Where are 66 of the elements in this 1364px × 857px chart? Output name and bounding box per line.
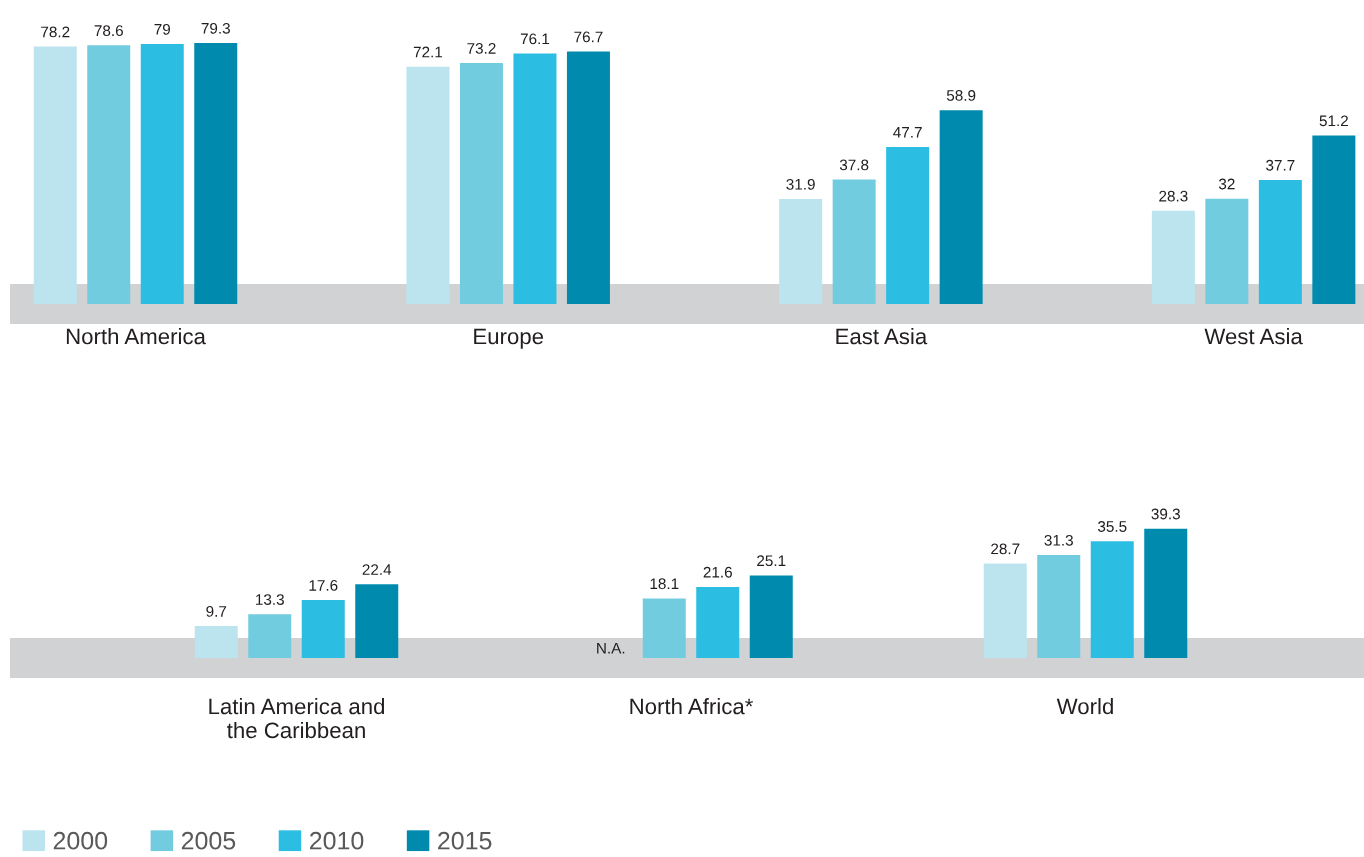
data-label: 78.2	[41, 26, 70, 38]
bar	[642, 598, 686, 658]
legend-label: 2005	[181, 831, 236, 850]
data-label: 73.2	[467, 42, 496, 54]
bar	[832, 179, 876, 304]
data-label: 35.5	[1097, 521, 1127, 532]
data-label: 32	[1218, 178, 1235, 190]
data-label: 28.3	[1159, 190, 1188, 202]
bar	[1312, 135, 1356, 304]
data-label: 78.6	[94, 25, 123, 37]
data-label: 51.2	[1319, 115, 1348, 127]
bar	[696, 586, 740, 658]
data-label: 72.1	[413, 46, 443, 58]
bar	[749, 575, 793, 658]
bar	[301, 600, 345, 658]
data-label: 39.3	[1151, 508, 1180, 520]
data-label: 25.1	[757, 555, 786, 567]
bar	[194, 626, 238, 658]
data-label: 22.4	[362, 564, 392, 575]
data-label: 18.1	[650, 578, 679, 590]
data-label: 31.3	[1044, 534, 1073, 546]
text: N.A.	[597, 642, 625, 654]
x-tick-label: West Asia	[1204, 328, 1303, 345]
data-label: 47.7	[893, 127, 922, 138]
bar	[355, 584, 399, 658]
bar	[1205, 198, 1249, 304]
data-label: 9.7	[206, 605, 227, 617]
data-label: 76.1	[520, 33, 550, 45]
bar	[566, 51, 610, 304]
data-label: 13.3	[256, 594, 284, 605]
legend-label: 2015	[438, 831, 492, 850]
bar	[983, 563, 1027, 658]
bar	[87, 45, 131, 304]
bar	[459, 63, 503, 304]
x-tick-label: North America	[66, 328, 206, 345]
bar	[939, 110, 983, 304]
bar	[33, 46, 77, 304]
data-label: 79	[154, 23, 171, 35]
x-tick-label: East Asia	[836, 328, 928, 345]
data-label: 37.7	[1266, 159, 1295, 171]
bar	[140, 43, 184, 304]
bar	[194, 43, 238, 304]
bar	[406, 66, 450, 304]
data-label: 79.3	[201, 22, 230, 34]
x-tick-label: Europe	[474, 328, 544, 349]
bar	[886, 147, 930, 304]
bar	[513, 53, 557, 304]
data-label: 21.6	[703, 566, 732, 578]
bar	[1144, 528, 1188, 658]
x-tick-label: Latin America and the Caribbean	[209, 698, 385, 739]
bar	[248, 614, 292, 658]
bar	[1151, 210, 1195, 304]
data-label: 37.8	[839, 159, 869, 171]
data-label: 58.9	[946, 90, 976, 101]
bar	[1258, 179, 1302, 304]
legend-label: 2010	[309, 831, 364, 850]
x-tick-label: World	[1056, 698, 1113, 715]
data-label: 28.7	[991, 543, 1020, 555]
bar	[779, 199, 823, 304]
bar	[1090, 541, 1134, 658]
data-label: 76.7	[574, 31, 603, 43]
bar	[1037, 554, 1081, 658]
data-label: 31.9	[786, 178, 815, 190]
x-tick-label: North Africa*	[630, 698, 754, 715]
legend-label: 2000	[53, 831, 108, 850]
data-label: 17.6	[309, 579, 338, 591]
